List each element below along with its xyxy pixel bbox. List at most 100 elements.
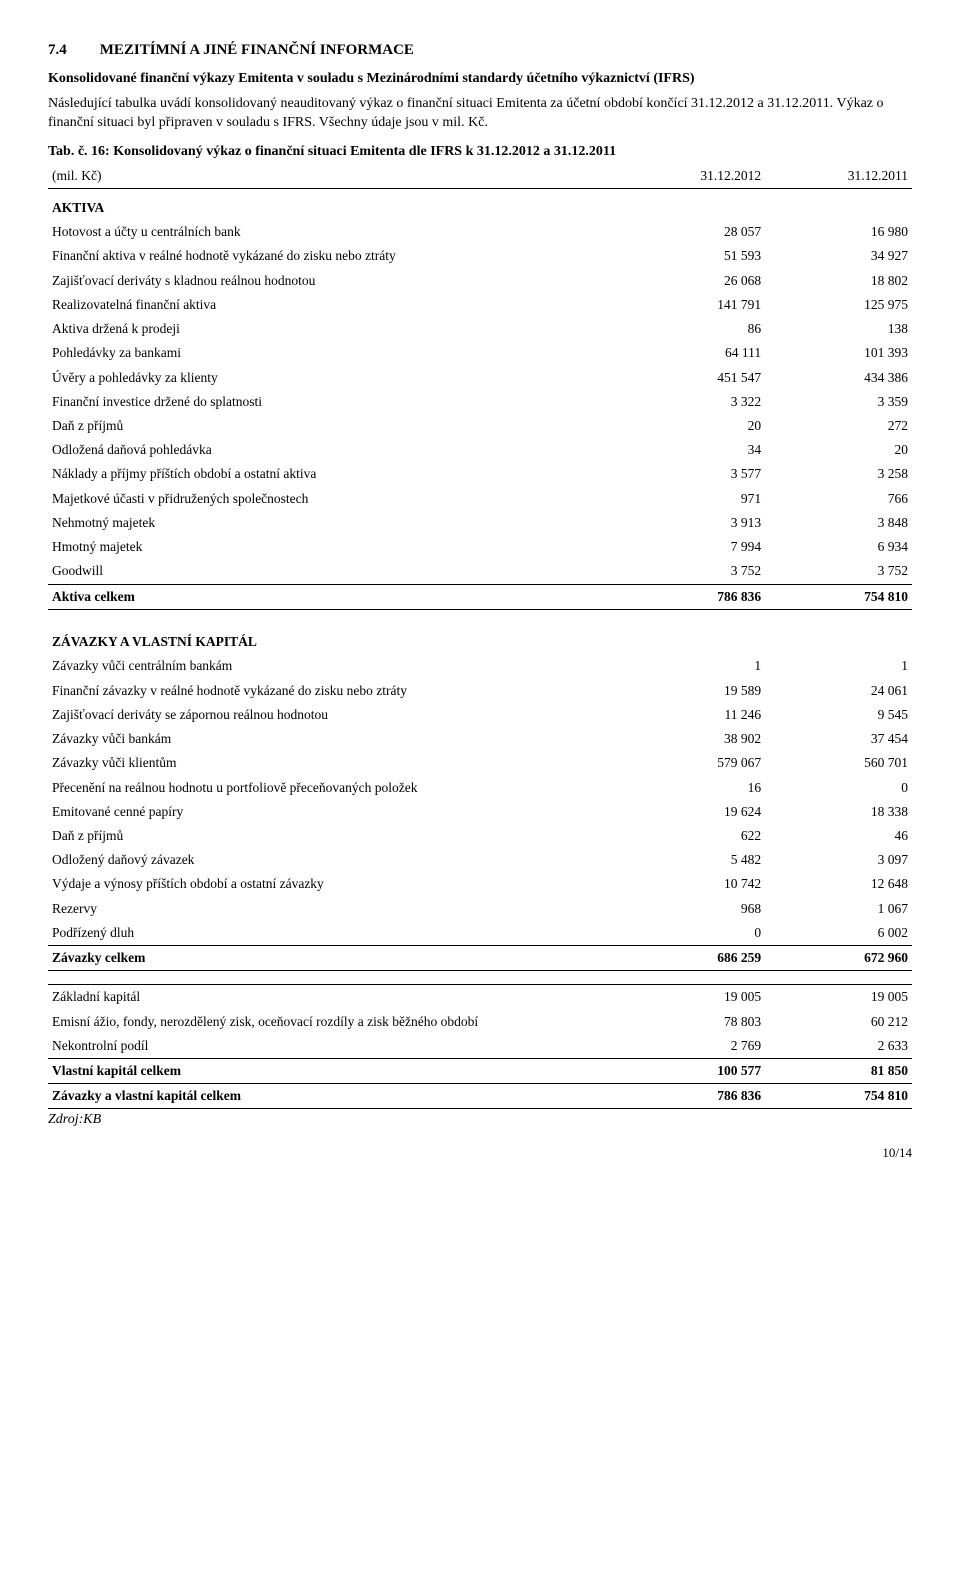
row-label: Goodwill xyxy=(48,559,618,584)
row-v2: 766 xyxy=(765,487,912,511)
row-v2: 6 002 xyxy=(765,921,912,946)
table-row: (mil. Kč)31.12.201231.12.2011 xyxy=(48,164,912,189)
section-aktiva: AKTIVA xyxy=(48,189,912,221)
row-v2: 24 061 xyxy=(765,679,912,703)
row-v1: 5 482 xyxy=(618,848,765,872)
row-v2: 125 975 xyxy=(765,293,912,317)
table-row: Úvěry a pohledávky za klienty451 547434 … xyxy=(48,366,912,390)
row-v1: 968 xyxy=(618,897,765,921)
row-label: Zajišťovací deriváty se zápornou reálnou… xyxy=(48,703,618,727)
total-v2: 672 960 xyxy=(765,946,912,971)
row-v1: 78 803 xyxy=(618,1010,765,1034)
total-label: Aktiva celkem xyxy=(48,584,618,609)
table-row: Přecenění na reálnou hodnotu u portfolio… xyxy=(48,776,912,800)
row-v2: 272 xyxy=(765,414,912,438)
row-v2: 138 xyxy=(765,317,912,341)
row-label: Emitované cenné papíry xyxy=(48,800,618,824)
row-v1: 0 xyxy=(618,921,765,946)
total-v1: 100 577 xyxy=(618,1058,765,1083)
grand-total-v1: 786 836 xyxy=(618,1084,765,1109)
section-title: MEZITÍMNÍ A JINÉ FINANČNÍ INFORMACE xyxy=(100,42,414,58)
row-v2: 19 005 xyxy=(765,985,912,1010)
col-header-label: (mil. Kč) xyxy=(48,164,618,189)
row-v2: 1 xyxy=(765,654,912,678)
table-row: Odložený daňový závazek5 4823 097 xyxy=(48,848,912,872)
row-v1: 141 791 xyxy=(618,293,765,317)
row-label: Zajišťovací deriváty s kladnou reálnou h… xyxy=(48,269,618,293)
row-label: Základní kapitál xyxy=(48,985,618,1010)
row-v1: 7 994 xyxy=(618,535,765,559)
spacer xyxy=(48,609,912,623)
source-label: Zdroj:KB xyxy=(48,1111,912,1130)
table-row: Emisní ážio, fondy, nerozdělený zisk, oc… xyxy=(48,1010,912,1034)
table-row: Realizovatelná finanční aktiva141 791125… xyxy=(48,293,912,317)
table-row: Emitované cenné papíry19 62418 338 xyxy=(48,800,912,824)
table-row: Závazky vůči bankám38 90237 454 xyxy=(48,727,912,751)
row-v2: 3 359 xyxy=(765,390,912,414)
row-v2: 16 980 xyxy=(765,220,912,244)
row-v1: 19 005 xyxy=(618,985,765,1010)
table-row: Pohledávky za bankami64 111101 393 xyxy=(48,341,912,365)
row-label: Odložený daňový závazek xyxy=(48,848,618,872)
table-row: Závazky celkem686 259672 960 xyxy=(48,946,912,971)
row-v1: 26 068 xyxy=(618,269,765,293)
table-row: Finanční aktiva v reálné hodnotě vykázan… xyxy=(48,244,912,268)
table-row: Finanční závazky v reálné hodnotě vykáza… xyxy=(48,679,912,703)
table-row: Závazky vůči klientům579 067560 701 xyxy=(48,751,912,775)
row-v2: 3 258 xyxy=(765,462,912,486)
row-v1: 1 xyxy=(618,654,765,678)
table-row: Závazky a vlastní kapitál celkem786 8367… xyxy=(48,1084,912,1109)
table-row: Daň z příjmů20272 xyxy=(48,414,912,438)
total-v1: 686 259 xyxy=(618,946,765,971)
section-heading: 7.4 MEZITÍMNÍ A JINÉ FINANČNÍ INFORMACE xyxy=(48,40,912,60)
row-v2: 12 648 xyxy=(765,872,912,896)
row-v2: 60 212 xyxy=(765,1010,912,1034)
table-row: Nekontrolní podíl2 7692 633 xyxy=(48,1034,912,1059)
row-v2: 6 934 xyxy=(765,535,912,559)
table-row: Zajišťovací deriváty se zápornou reálnou… xyxy=(48,703,912,727)
row-v2: 434 386 xyxy=(765,366,912,390)
row-v2: 18 802 xyxy=(765,269,912,293)
grand-total-v2: 754 810 xyxy=(765,1084,912,1109)
row-v1: 64 111 xyxy=(618,341,765,365)
table-row: Nehmotný majetek3 9133 848 xyxy=(48,511,912,535)
row-v2: 2 633 xyxy=(765,1034,912,1059)
total-label: Závazky celkem xyxy=(48,946,618,971)
table-row: Daň z příjmů62246 xyxy=(48,824,912,848)
row-v2: 560 701 xyxy=(765,751,912,775)
row-v2: 3 848 xyxy=(765,511,912,535)
row-v1: 19 589 xyxy=(618,679,765,703)
table-row: Aktiva držená k prodeji86138 xyxy=(48,317,912,341)
row-v2: 20 xyxy=(765,438,912,462)
row-v1: 2 769 xyxy=(618,1034,765,1059)
row-label: Pohledávky za bankami xyxy=(48,341,618,365)
financial-table: (mil. Kč)31.12.201231.12.2011AKTIVAHotov… xyxy=(48,164,912,1110)
table-caption: Tab. č. 16: Konsolidovaný výkaz o finanč… xyxy=(48,143,912,162)
row-label: Nehmotný majetek xyxy=(48,511,618,535)
row-v1: 86 xyxy=(618,317,765,341)
row-v1: 971 xyxy=(618,487,765,511)
row-label: Závazky vůči bankám xyxy=(48,727,618,751)
table-row: Podřízený dluh06 002 xyxy=(48,921,912,946)
row-label: Realizovatelná finanční aktiva xyxy=(48,293,618,317)
table-row: Odložená daňová pohledávka3420 xyxy=(48,438,912,462)
row-label: Finanční aktiva v reálné hodnotě vykázan… xyxy=(48,244,618,268)
row-label: Aktiva držená k prodeji xyxy=(48,317,618,341)
table-row: Vlastní kapitál celkem100 57781 850 xyxy=(48,1058,912,1083)
intro-bold: Konsolidované finanční výkazy Emitenta v… xyxy=(48,70,912,89)
total-label: Vlastní kapitál celkem xyxy=(48,1058,618,1083)
row-v2: 3 097 xyxy=(765,848,912,872)
row-label: Finanční investice držené do splatnosti xyxy=(48,390,618,414)
row-label: Úvěry a pohledávky za klienty xyxy=(48,366,618,390)
row-v2: 37 454 xyxy=(765,727,912,751)
grand-total-label: Závazky a vlastní kapitál celkem xyxy=(48,1084,618,1109)
row-label: Majetkové účasti v přidružených společno… xyxy=(48,487,618,511)
section-zavazky: ZÁVAZKY A VLASTNÍ KAPITÁL xyxy=(48,623,912,654)
table-row: Hotovost a účty u centrálních bank28 057… xyxy=(48,220,912,244)
row-label: Odložená daňová pohledávka xyxy=(48,438,618,462)
row-v2: 3 752 xyxy=(765,559,912,584)
table-row: AKTIVA xyxy=(48,189,912,221)
row-v1: 622 xyxy=(618,824,765,848)
row-label: Daň z příjmů xyxy=(48,824,618,848)
total-v2: 754 810 xyxy=(765,584,912,609)
